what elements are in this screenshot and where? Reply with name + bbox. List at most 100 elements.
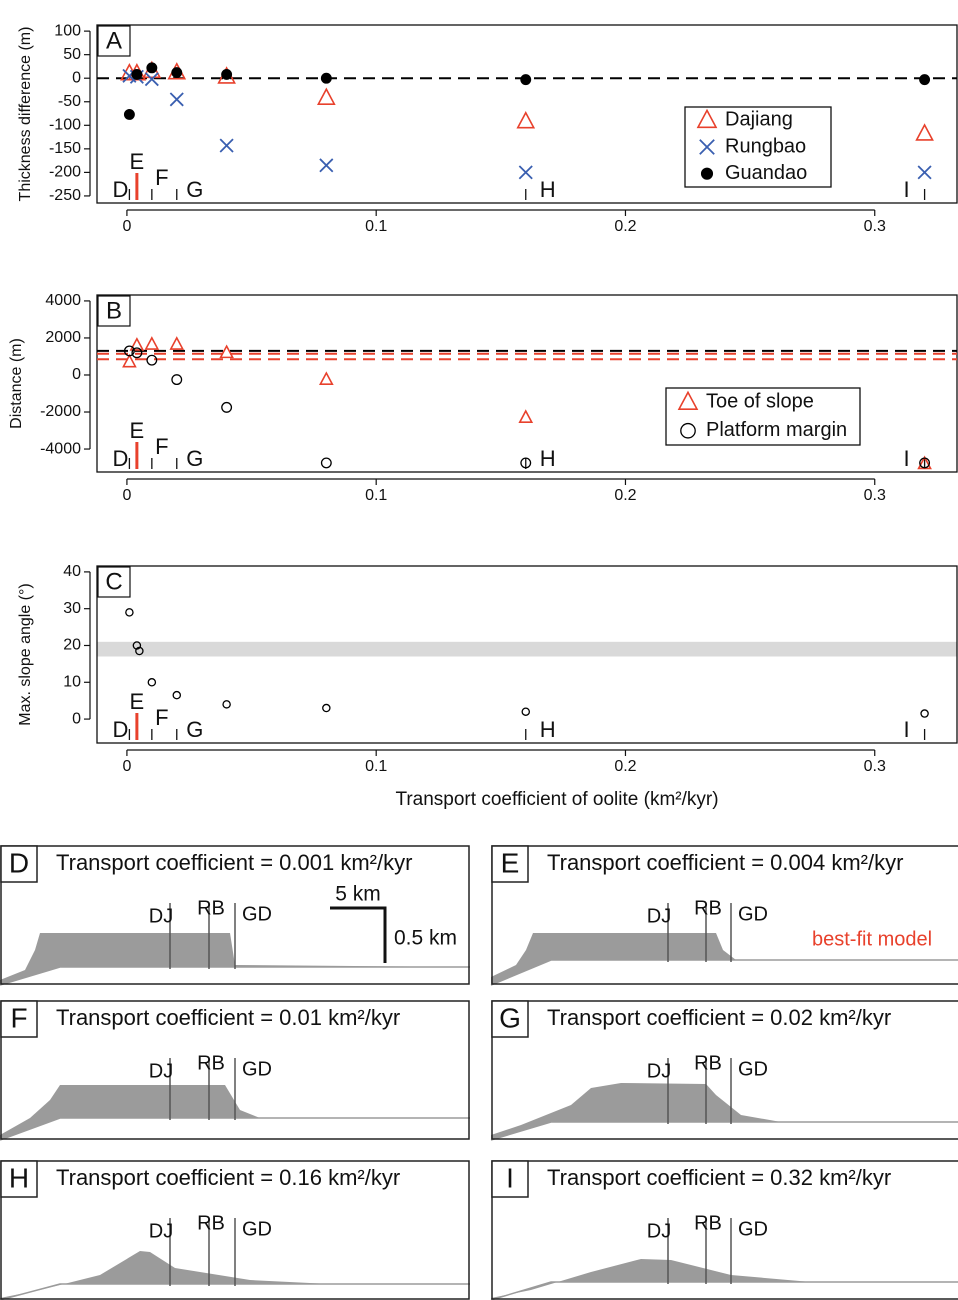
point xyxy=(919,74,931,86)
plot-frame xyxy=(96,24,958,204)
panel-letter-box xyxy=(0,845,38,883)
point xyxy=(221,401,233,413)
point xyxy=(700,167,714,180)
profile-panel: F Transport coefficient = 0.01 km²/kyr DJ R… xyxy=(0,1000,470,1141)
panel-label: B xyxy=(106,297,122,324)
y-tick-label: 40 xyxy=(63,563,81,580)
y-tick-label: -4000 xyxy=(40,440,81,457)
well-label: DJ xyxy=(647,905,671,927)
well-label: RB xyxy=(694,897,722,919)
point xyxy=(699,139,715,155)
annotation-label: H xyxy=(540,446,556,471)
y-tick-label: 4000 xyxy=(45,292,81,309)
panel-letter: G xyxy=(499,1002,521,1033)
point xyxy=(129,337,145,351)
panel-frame xyxy=(0,1000,470,1140)
x-tick-label: 0 xyxy=(122,487,131,504)
panel-letter: I xyxy=(506,1162,514,1193)
profile-panel: H Transport coefficient = 0.16 km²/kyr DJ R… xyxy=(0,1160,470,1300)
panel-frame xyxy=(491,1000,958,1140)
point xyxy=(169,336,185,350)
panel-title: Transport coefficient = 0.16 km²/kyr xyxy=(56,1165,400,1190)
point xyxy=(320,457,332,469)
annotation-label: G xyxy=(186,446,203,471)
y-axis-label: Distance (m) xyxy=(8,338,25,429)
well-label: RB xyxy=(694,1212,722,1234)
profile-base xyxy=(0,966,470,986)
panel-letter-box xyxy=(491,1160,529,1198)
legend-label: Toe of slope xyxy=(706,391,814,413)
well-label: DJ xyxy=(149,1060,173,1082)
annotation-label: E xyxy=(130,418,145,443)
legend-box xyxy=(665,387,861,446)
y-axis-label: Max. slope angle (°) xyxy=(17,583,34,725)
legend-label: Guandao xyxy=(725,162,807,184)
point xyxy=(131,68,143,80)
x-tick-label: 0.2 xyxy=(614,758,636,775)
point xyxy=(917,165,932,180)
panel-frame xyxy=(0,1160,470,1300)
point xyxy=(144,72,159,87)
annotation-label: G xyxy=(186,717,203,742)
well-label: DJ xyxy=(149,905,173,927)
platform-profile xyxy=(491,1083,958,1140)
panel-letter: E xyxy=(501,847,520,878)
y-tick-label: 2000 xyxy=(45,329,81,346)
reference-band xyxy=(97,641,957,657)
y-tick-label: 20 xyxy=(63,637,81,654)
profile-base xyxy=(0,1283,470,1300)
annotation-label: F xyxy=(155,705,168,730)
panel-letter-box xyxy=(0,1160,38,1198)
well-label: RB xyxy=(197,1212,225,1234)
well-label: RB xyxy=(694,1052,722,1074)
annotation-label: I xyxy=(904,446,910,471)
profile-base xyxy=(0,1117,470,1141)
panel-title: Transport coefficient = 0.01 km²/kyr xyxy=(56,1005,400,1030)
well-label: GD xyxy=(242,903,272,925)
y-tick-label: -2000 xyxy=(40,403,81,420)
x-tick-label: 0.3 xyxy=(864,218,886,235)
point xyxy=(915,123,934,141)
point xyxy=(131,347,143,359)
panel-letter: H xyxy=(9,1162,29,1193)
panel-label: A xyxy=(106,27,122,54)
annotation-label: F xyxy=(155,434,168,459)
point xyxy=(147,678,157,687)
well-label: GD xyxy=(738,1058,768,1080)
point xyxy=(171,374,183,386)
well-label: GD xyxy=(738,1218,768,1240)
point xyxy=(520,457,532,469)
annotation-label: D xyxy=(112,446,128,471)
point xyxy=(171,67,183,79)
annotation-label: D xyxy=(112,177,128,202)
y-tick-label: 0 xyxy=(72,69,81,86)
well-label: DJ xyxy=(647,1060,671,1082)
panel-title: Transport coefficient = 0.001 km²/kyr xyxy=(56,850,412,875)
point xyxy=(917,455,932,470)
plot-frame xyxy=(96,294,958,473)
point xyxy=(322,703,331,713)
point xyxy=(125,608,134,617)
point xyxy=(518,165,533,180)
plot-frame xyxy=(96,565,958,744)
profile-base xyxy=(490,959,958,986)
well-label: RB xyxy=(197,897,225,919)
y-tick-label: 100 xyxy=(54,22,81,39)
point xyxy=(316,87,336,105)
point xyxy=(219,344,234,359)
point xyxy=(518,409,534,423)
point xyxy=(169,92,184,107)
panel-letter-box xyxy=(491,845,529,883)
profile-panel: D Transport coefficient = 0.001 km²/kyr DJ… xyxy=(0,845,470,986)
panel-letter: F xyxy=(10,1002,27,1033)
platform-profile xyxy=(491,933,958,985)
panel-title: Transport coefficient = 0.32 km²/kyr xyxy=(547,1165,891,1190)
panel-title: Transport coefficient = 0.004 km²/kyr xyxy=(547,850,903,875)
point xyxy=(146,62,158,74)
scale-bar-label: 0.5 km xyxy=(394,927,457,950)
point xyxy=(222,700,231,709)
point xyxy=(123,345,135,357)
profile-base xyxy=(490,1121,958,1141)
